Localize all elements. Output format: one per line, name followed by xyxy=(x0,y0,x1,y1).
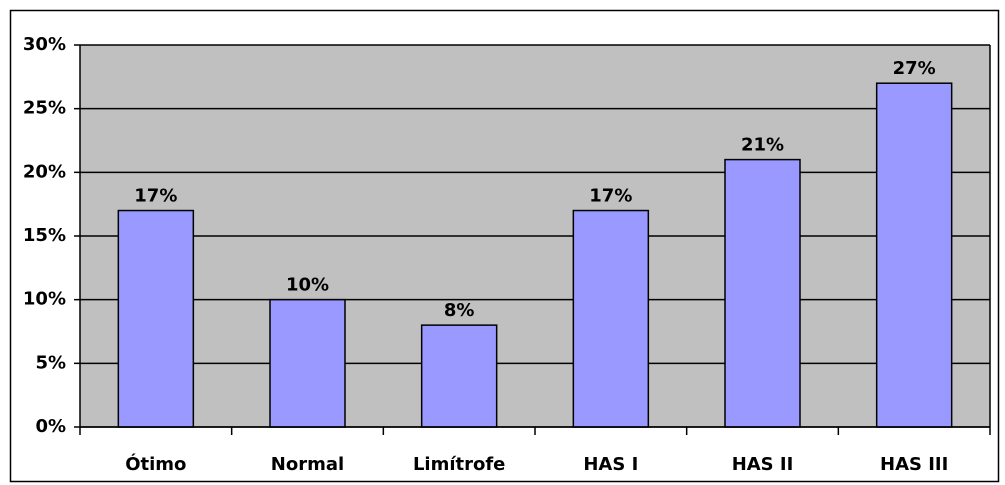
y-tick-label: 30% xyxy=(23,34,66,55)
bar xyxy=(724,158,801,428)
y-tick-label: 15% xyxy=(23,225,66,246)
x-tick-label: Normal xyxy=(271,454,344,475)
y-tick-label: 0% xyxy=(35,416,66,437)
x-tick-label: HAS I xyxy=(583,454,638,475)
bar xyxy=(117,209,195,428)
y-tick-label: 5% xyxy=(35,352,66,373)
y-tick-label: 20% xyxy=(23,161,66,182)
x-tick-label: Ótimo xyxy=(125,453,186,475)
x-tick-label: HAS III xyxy=(880,454,948,475)
data-label: 17% xyxy=(589,186,632,207)
data-label: 21% xyxy=(741,135,784,156)
data-label: 27% xyxy=(893,58,936,79)
bar xyxy=(269,298,346,428)
data-label: 17% xyxy=(134,186,177,207)
bar xyxy=(572,209,650,428)
y-tick-label: 25% xyxy=(23,98,66,119)
data-label: 8% xyxy=(444,300,475,321)
x-tick-label: Limítrofe xyxy=(413,454,505,475)
data-label: 10% xyxy=(286,275,329,296)
bar xyxy=(875,82,953,428)
y-tick-label: 10% xyxy=(23,289,66,310)
x-tick-label: HAS II xyxy=(732,454,794,475)
bar xyxy=(420,324,498,428)
